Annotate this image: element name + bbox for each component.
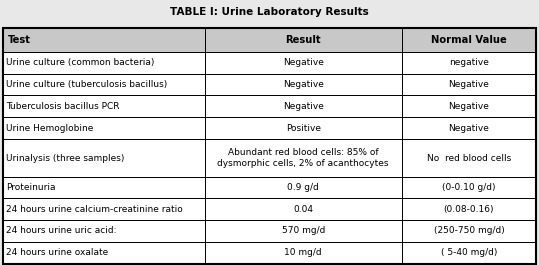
Bar [3,28,205,52]
Bar [3,117,205,139]
Bar [402,242,536,264]
Text: Tuberculosis bacillus PCR: Tuberculosis bacillus PCR [6,102,120,111]
Text: Negative: Negative [283,58,323,67]
Bar [402,139,536,178]
Text: Proteinuria: Proteinuria [6,183,56,192]
Text: 24 hours urine calcium-creatinine ratio: 24 hours urine calcium-creatinine ratio [6,205,183,214]
Text: TABLE I: Urine Laboratory Results: TABLE I: Urine Laboratory Results [170,7,369,17]
Text: Positive: Positive [286,123,321,132]
Text: 10 mg/d: 10 mg/d [285,248,322,257]
Bar [3,178,205,198]
Text: Urine culture (tuberculosis bacillus): Urine culture (tuberculosis bacillus) [6,80,168,89]
Bar [3,52,205,74]
Text: negative: negative [449,58,489,67]
Text: 0.04: 0.04 [293,205,313,214]
Bar [402,178,536,198]
Bar [205,198,402,220]
Bar [205,178,402,198]
Bar [205,95,402,117]
Bar [402,52,536,74]
Text: Test: Test [8,35,31,45]
Text: Abundant red blood cells: 85% of
dysmorphic cells, 2% of acanthocytes: Abundant red blood cells: 85% of dysmorp… [217,148,389,168]
Text: Normal Value: Normal Value [431,35,507,45]
Bar [402,220,536,242]
Text: Negative: Negative [448,102,489,111]
Text: Result: Result [285,35,321,45]
Bar [3,28,536,264]
Bar [205,74,402,95]
Bar [205,52,402,74]
Text: (0-0.10 g/d): (0-0.10 g/d) [442,183,496,192]
Text: (0.08-0.16): (0.08-0.16) [444,205,494,214]
Bar [3,242,205,264]
Bar [3,95,205,117]
Text: Negative: Negative [283,80,323,89]
Bar [402,117,536,139]
Text: 0.9 g/d: 0.9 g/d [287,183,319,192]
Bar [205,242,402,264]
Text: Negative: Negative [448,80,489,89]
Text: Negative: Negative [448,123,489,132]
Bar [205,28,402,52]
Bar [402,28,536,52]
Bar [3,220,205,242]
Bar [402,198,536,220]
Bar [3,139,205,178]
Text: 24 hours urine oxalate: 24 hours urine oxalate [6,248,109,257]
Bar [205,220,402,242]
Bar [205,139,402,178]
Bar [3,198,205,220]
Text: (250-750 mg/d): (250-750 mg/d) [433,227,505,235]
Text: 24 hours urine uric acid:: 24 hours urine uric acid: [6,227,117,235]
Text: 570 mg/d: 570 mg/d [281,227,325,235]
Text: Urine culture (common bacteria): Urine culture (common bacteria) [6,58,155,67]
Text: No  red blood cells: No red blood cells [427,154,511,163]
Text: ( 5-40 mg/d): ( 5-40 mg/d) [441,248,497,257]
Bar [3,74,205,95]
Text: Urinalysis (three samples): Urinalysis (three samples) [6,154,125,163]
Text: Urine Hemoglobine: Urine Hemoglobine [6,123,94,132]
Bar [402,74,536,95]
Text: Negative: Negative [283,102,323,111]
Bar [402,95,536,117]
Bar [205,117,402,139]
